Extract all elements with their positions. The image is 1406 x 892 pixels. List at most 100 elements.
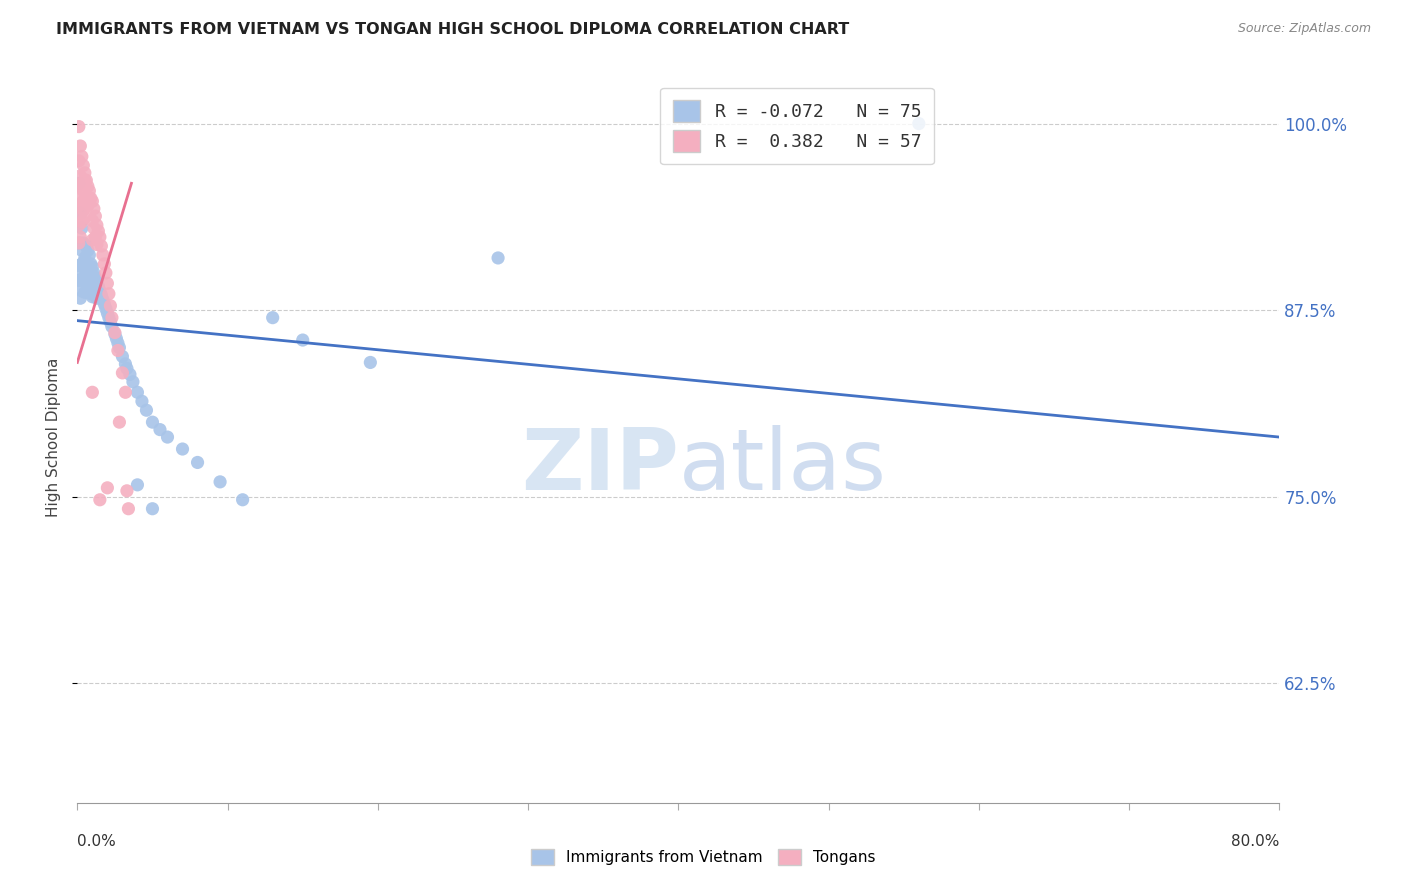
Point	[67, 273, 90, 287]
Point	[83, 266, 105, 280]
Point	[76, 199, 98, 213]
Point	[209, 475, 232, 489]
Text: 0.0%: 0.0%	[77, 834, 117, 849]
Point	[89, 230, 111, 244]
Point	[69, 169, 91, 183]
Point	[73, 268, 96, 283]
Point	[69, 235, 91, 250]
Point	[79, 266, 101, 280]
Point	[69, 139, 91, 153]
Point	[96, 277, 118, 291]
Point	[72, 273, 94, 287]
Point	[83, 202, 105, 216]
Text: 80.0%: 80.0%	[1232, 834, 1279, 849]
Point	[93, 297, 115, 311]
Point	[84, 230, 107, 244]
Point	[82, 233, 104, 247]
Point	[79, 281, 101, 295]
Point	[86, 237, 108, 252]
Point	[70, 266, 93, 280]
Point	[72, 203, 94, 218]
Point	[96, 481, 118, 495]
Point	[80, 257, 103, 271]
Point	[86, 218, 108, 232]
Point	[72, 184, 94, 198]
Point	[70, 215, 93, 229]
Point	[83, 281, 105, 295]
Legend: Immigrants from Vietnam, Tongans: Immigrants from Vietnam, Tongans	[524, 843, 882, 871]
Point	[75, 239, 97, 253]
Point	[73, 251, 96, 265]
Point	[69, 259, 91, 273]
Point	[70, 221, 93, 235]
Point	[75, 173, 97, 187]
Point	[115, 483, 138, 498]
Point	[76, 261, 98, 276]
Point	[82, 213, 104, 227]
Point	[82, 385, 104, 400]
Point	[69, 291, 91, 305]
Point	[87, 224, 110, 238]
Point	[86, 275, 108, 289]
Point	[84, 285, 107, 300]
Point	[107, 343, 129, 358]
Point	[67, 218, 90, 232]
Point	[76, 244, 98, 258]
Point	[97, 310, 120, 325]
Point	[291, 333, 314, 347]
Point	[70, 284, 93, 298]
Point	[82, 290, 104, 304]
Point	[75, 257, 97, 271]
Point	[69, 230, 91, 244]
Point	[91, 293, 114, 307]
Point	[80, 272, 103, 286]
Point	[141, 501, 163, 516]
Point	[86, 291, 108, 305]
Point	[108, 341, 131, 355]
Point	[262, 310, 284, 325]
Point	[70, 149, 93, 163]
Point	[101, 319, 124, 334]
Point	[69, 206, 91, 220]
Point	[114, 385, 136, 400]
Point	[79, 184, 101, 198]
Point	[67, 153, 90, 168]
Point	[84, 270, 107, 285]
Point	[67, 235, 90, 250]
Point	[172, 442, 194, 456]
Point	[67, 235, 90, 250]
Point	[105, 332, 128, 346]
Legend: R = -0.072   N = 75, R =  0.382   N = 57: R = -0.072 N = 75, R = 0.382 N = 57	[661, 87, 934, 164]
Point	[100, 299, 122, 313]
Point	[70, 244, 93, 258]
Text: ZIP: ZIP	[520, 425, 679, 508]
Point	[73, 191, 96, 205]
Point	[104, 326, 127, 340]
Point	[359, 355, 381, 369]
Point	[118, 368, 141, 382]
Point	[73, 285, 96, 300]
Point	[117, 501, 139, 516]
Point	[131, 394, 153, 409]
Point	[67, 179, 90, 194]
Point	[122, 375, 145, 389]
Y-axis label: High School Diploma: High School Diploma	[45, 358, 60, 516]
Point	[67, 120, 90, 134]
Point	[93, 257, 115, 271]
Point	[79, 248, 101, 262]
Point	[72, 235, 94, 250]
Point	[91, 248, 114, 262]
Text: atlas: atlas	[679, 425, 886, 508]
Point	[82, 260, 104, 274]
Point	[76, 179, 98, 194]
Point	[96, 306, 118, 320]
Point	[141, 415, 163, 429]
Point	[75, 194, 97, 209]
Point	[83, 221, 105, 235]
Point	[82, 275, 104, 289]
Point	[127, 478, 149, 492]
Point	[149, 423, 172, 437]
Text: Source: ZipAtlas.com: Source: ZipAtlas.com	[1237, 22, 1371, 36]
Point	[80, 286, 103, 301]
Point	[100, 315, 122, 329]
